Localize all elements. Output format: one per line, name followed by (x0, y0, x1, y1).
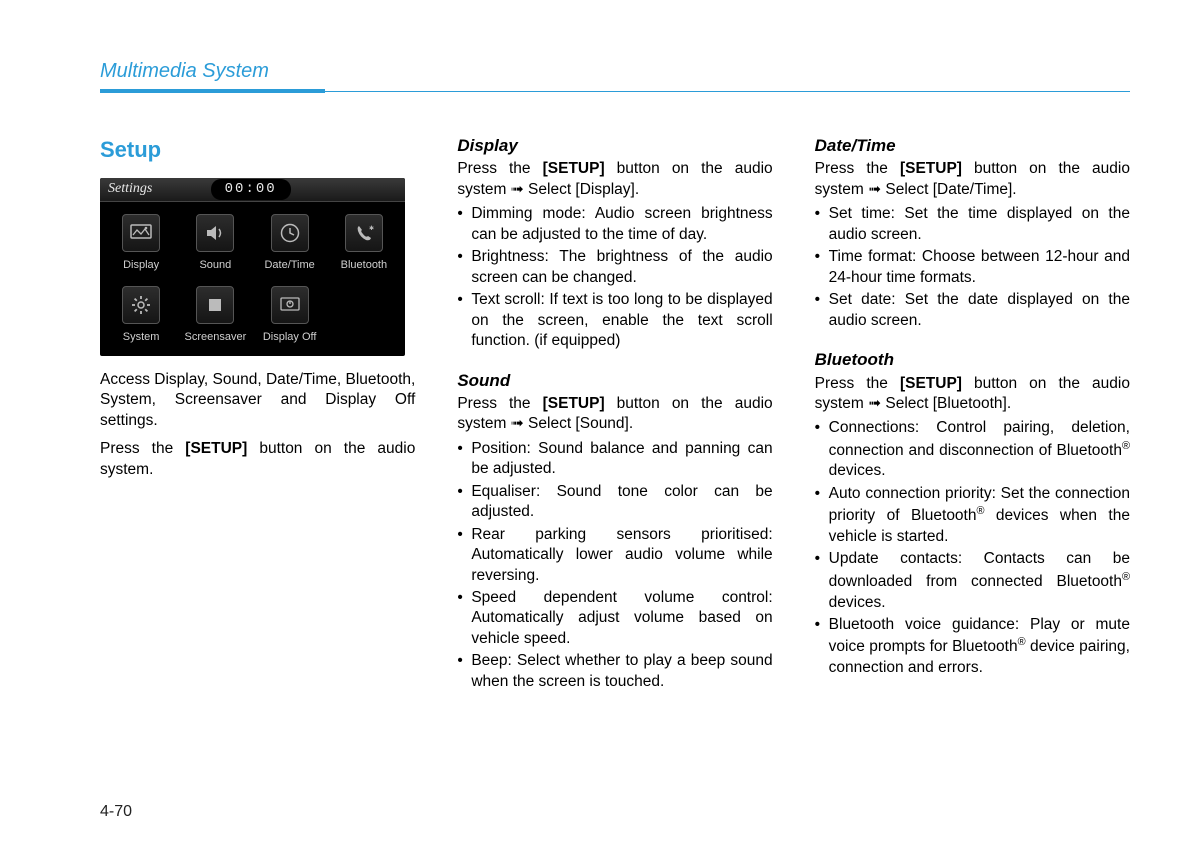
setup-intro-1: Access Display, Sound, Date/Time, Blueto… (100, 370, 415, 431)
phone-icon: ✱ (345, 214, 383, 252)
datetime-lead: Press the [SETUP] button on the audio sy… (815, 159, 1130, 200)
list-item: Time format: Choose between 12-hour and … (815, 247, 1130, 288)
list-item: Connections: Control pairing, deletion, … (815, 418, 1130, 482)
bluetooth-lead: Press the [SETUP] button on the audio sy… (815, 374, 1130, 415)
page-header: Multimedia System (100, 60, 1130, 83)
clock-icon (271, 214, 309, 252)
display-bullets: Dimming mode: Audio screen brightness ca… (457, 204, 772, 351)
settings-label: Display Off (263, 330, 317, 345)
page-number: 4-70 (100, 803, 132, 821)
list-item: Auto connection priority: Set the connec… (815, 484, 1130, 548)
sound-icon (196, 214, 234, 252)
display-lead: Press the [SETUP] button on the audio sy… (457, 159, 772, 200)
setup-title: Setup (100, 135, 415, 164)
list-item: Beep: Select whether to play a beep soun… (457, 651, 772, 692)
datetime-bullets: Set time: Set the time displayed on the … (815, 204, 1130, 331)
settings-item-sound[interactable]: Sound (178, 208, 252, 278)
list-item: Rear parking sensors prioritised: Automa… (457, 525, 772, 586)
power-icon (271, 286, 309, 324)
header-rule (100, 89, 1130, 93)
settings-label: Bluetooth (341, 258, 387, 273)
display-icon (122, 214, 160, 252)
sound-bullets: Position: Sound balance and panning can … (457, 439, 772, 692)
svg-text:✱: ✱ (369, 225, 374, 232)
list-item: Bluetooth voice guidance: Play or mute v… (815, 615, 1130, 679)
settings-label: Date/Time (264, 258, 314, 273)
column-1: Setup Settings 00:00 Display (100, 135, 415, 698)
setup-intro-2: Press the [SETUP] button on the audio sy… (100, 439, 415, 480)
settings-item-system[interactable]: System (104, 280, 178, 350)
settings-item-datetime[interactable]: Date/Time (253, 208, 327, 278)
list-item: Equaliser: Sound tone color can be adjus… (457, 482, 772, 523)
settings-item-bluetooth[interactable]: ✱ Bluetooth (327, 208, 401, 278)
gear-icon (122, 286, 160, 324)
list-item: Set time: Set the time displayed on the … (815, 204, 1130, 245)
datetime-heading: Date/Time (815, 135, 1130, 157)
settings-screenshot: Settings 00:00 Display Sound (100, 178, 405, 356)
column-2: Display Press the [SETUP] button on the … (457, 135, 772, 698)
settings-grid: Display Sound Date/Time (100, 202, 405, 356)
bluetooth-bullets: Connections: Control pairing, deletion, … (815, 418, 1130, 678)
settings-item-display[interactable]: Display (104, 208, 178, 278)
settings-label: System (123, 330, 160, 345)
settings-item-displayoff[interactable]: Display Off (253, 280, 327, 350)
list-item: Update contacts: Contacts can be downloa… (815, 549, 1130, 613)
list-item: Brightness: The brightness of the audio … (457, 247, 772, 288)
bluetooth-heading: Bluetooth (815, 349, 1130, 371)
settings-topbar: Settings 00:00 (100, 178, 405, 202)
list-item: Set date: Set the date displayed on the … (815, 290, 1130, 331)
column-3: Date/Time Press the [SETUP] button on th… (815, 135, 1130, 698)
settings-screen-title: Settings (108, 180, 152, 198)
settings-clock: 00:00 (211, 179, 291, 199)
stop-icon (196, 286, 234, 324)
list-item: Dimming mode: Audio screen brightness ca… (457, 204, 772, 245)
settings-item-screensaver[interactable]: Screensaver (178, 280, 252, 350)
sound-lead: Press the [SETUP] button on the audio sy… (457, 394, 772, 435)
list-item: Text scroll: If text is too long to be d… (457, 290, 772, 351)
settings-label: Sound (199, 258, 231, 273)
settings-label: Screensaver (184, 330, 246, 345)
list-item: Speed dependent volume control: Automati… (457, 588, 772, 649)
content-columns: Setup Settings 00:00 Display (100, 135, 1130, 698)
list-item: Position: Sound balance and panning can … (457, 439, 772, 480)
sound-heading: Sound (457, 370, 772, 392)
display-heading: Display (457, 135, 772, 157)
settings-label: Display (123, 258, 159, 273)
